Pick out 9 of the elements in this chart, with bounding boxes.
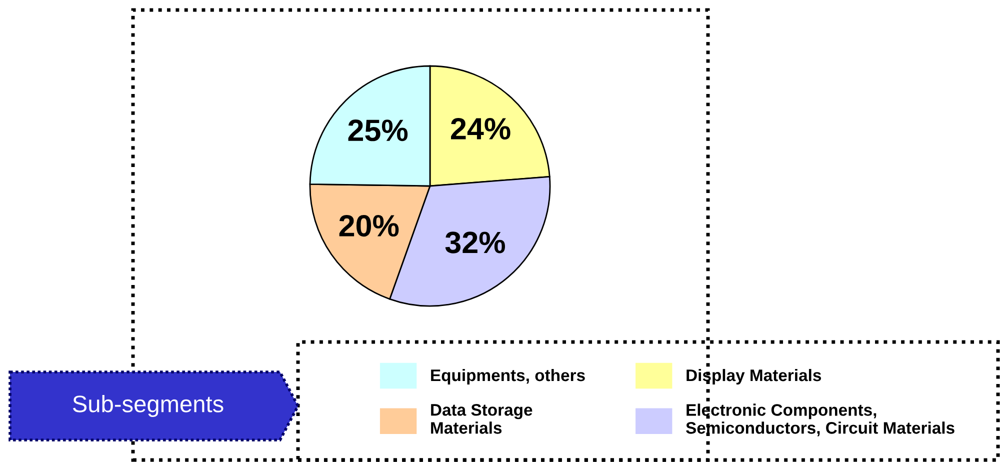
legend-label: Display Materials xyxy=(686,368,822,385)
data-label: 24% xyxy=(451,118,510,140)
legend-label: Equipments, others xyxy=(431,368,585,385)
legend-label: Data Storage Materials xyxy=(431,404,532,434)
legend-label: Electronic Components, Semiconductors, Circuit Materials xyxy=(686,404,954,436)
data-label: 25% xyxy=(348,120,408,142)
data-label: 32% xyxy=(445,232,505,254)
text: Sub-segments xyxy=(72,394,224,418)
data-label: 20% xyxy=(339,214,399,237)
